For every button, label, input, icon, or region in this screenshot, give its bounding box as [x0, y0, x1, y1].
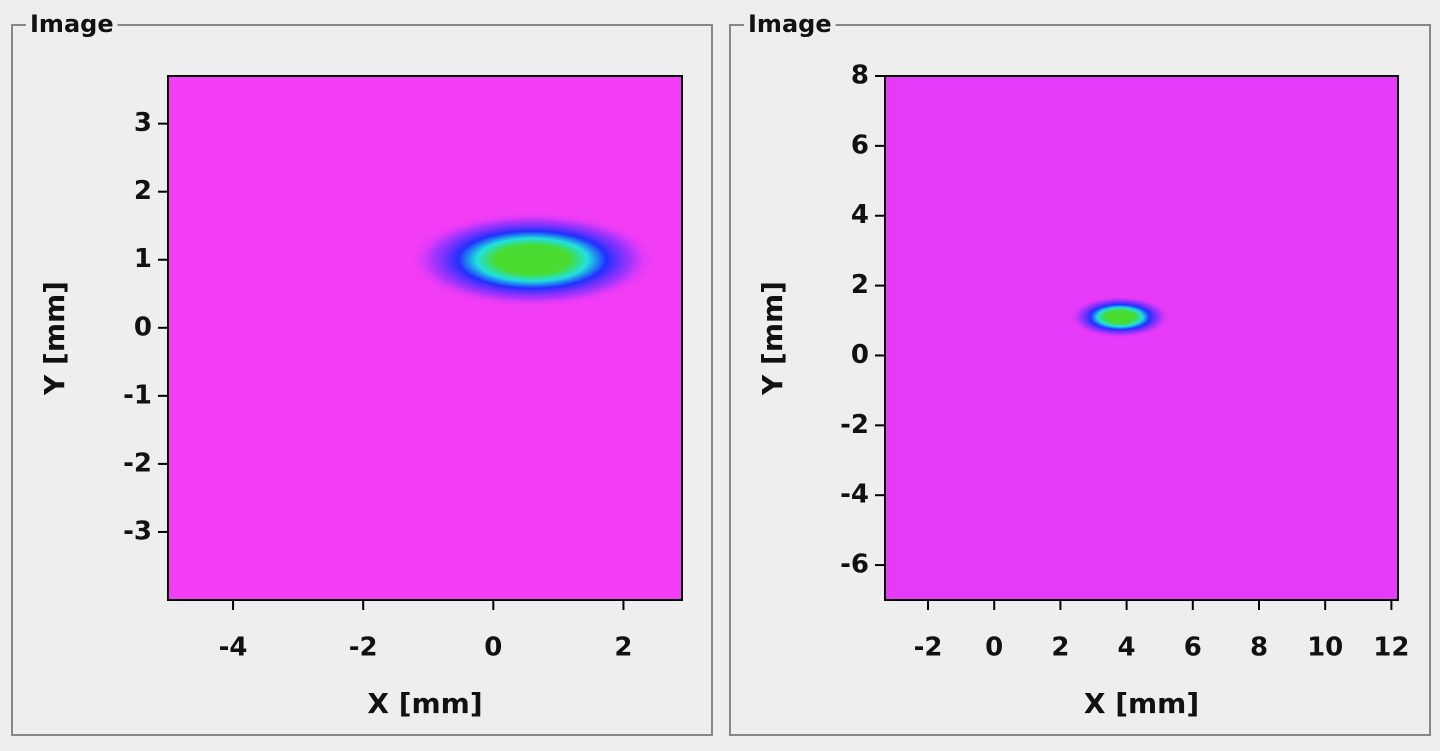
- y-tick-label: 2: [134, 176, 152, 206]
- y-tick-label: 8: [851, 61, 869, 91]
- beam-spot: [408, 212, 656, 308]
- y-tick-label: 4: [851, 200, 869, 230]
- plot-border: [884, 75, 1399, 601]
- y-tick-label: 0: [134, 312, 152, 342]
- panel-frame: [729, 24, 1431, 736]
- y-tick-label: 0: [851, 340, 869, 370]
- panel-title: Image: [30, 10, 114, 38]
- heatmap-background: [885, 76, 1398, 600]
- y-tick-label: 1: [134, 244, 152, 274]
- beam-spot: [1070, 296, 1170, 338]
- y-tick-label: -6: [840, 550, 869, 580]
- x-tick-label: -4: [219, 633, 248, 663]
- x-tick-label: -2: [914, 633, 943, 663]
- x-tick-label: 10: [1307, 633, 1343, 663]
- x-axis-label: X [mm]: [367, 687, 482, 720]
- y-axis-label: Y [mm]: [38, 281, 71, 396]
- y-tick-label: -1: [123, 380, 152, 410]
- plot-border: [167, 75, 683, 601]
- x-tick-label: -2: [349, 633, 378, 663]
- x-tick-label: 8: [1250, 633, 1268, 663]
- x-tick-label: 0: [985, 633, 1003, 663]
- heatmap-background: [168, 76, 682, 600]
- x-tick-label: 2: [614, 633, 632, 663]
- y-tick-label: -4: [840, 480, 869, 510]
- y-tick-label: 2: [851, 270, 869, 300]
- x-tick-label: 4: [1118, 633, 1136, 663]
- y-axis-label: Y [mm]: [756, 281, 789, 396]
- y-tick-label: -2: [840, 410, 869, 440]
- x-tick-label: 6: [1184, 633, 1202, 663]
- y-tick-label: 6: [851, 130, 869, 160]
- y-tick-label: -3: [123, 516, 152, 546]
- panel-frame: [11, 24, 713, 736]
- y-tick-label: -2: [123, 448, 152, 478]
- x-tick-label: 2: [1051, 633, 1069, 663]
- x-tick-label: 0: [484, 633, 502, 663]
- x-axis-label: X [mm]: [1084, 687, 1199, 720]
- panel-title: Image: [748, 10, 832, 38]
- y-tick-label: 3: [134, 108, 152, 138]
- x-tick-label: 12: [1373, 633, 1409, 663]
